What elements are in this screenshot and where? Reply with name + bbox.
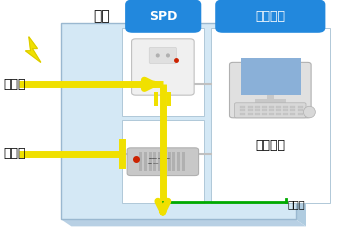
Bar (149, 152, 152, 171)
Bar (122, 28, 204, 116)
FancyBboxPatch shape (215, 0, 325, 33)
Text: 電源線: 電源線 (3, 78, 26, 91)
Bar (240, 113, 245, 115)
Bar (290, 106, 295, 108)
Bar (255, 99, 286, 103)
Bar (248, 109, 253, 111)
FancyBboxPatch shape (127, 148, 199, 176)
Bar (283, 106, 288, 108)
Bar (61, 23, 296, 219)
Bar (262, 106, 267, 108)
Bar (290, 109, 295, 111)
Bar (298, 106, 303, 108)
Bar (168, 152, 171, 171)
Text: 通信機器: 通信機器 (255, 10, 285, 23)
Bar (144, 152, 147, 171)
Bar (290, 113, 295, 115)
Text: ─── ────: ─── ──── (148, 156, 169, 161)
Bar (211, 28, 330, 203)
Bar (276, 109, 281, 111)
Bar (240, 109, 245, 111)
FancyBboxPatch shape (125, 0, 201, 33)
Ellipse shape (166, 53, 170, 58)
Bar (163, 152, 166, 171)
Bar (298, 109, 303, 111)
Bar (269, 109, 274, 111)
Polygon shape (61, 219, 306, 226)
FancyBboxPatch shape (132, 39, 194, 95)
Bar (172, 152, 175, 171)
Bar (255, 113, 260, 115)
Bar (262, 109, 267, 111)
Bar (248, 106, 253, 108)
Bar (182, 152, 185, 171)
Bar (267, 89, 274, 99)
Bar (269, 113, 274, 115)
Bar (177, 152, 180, 171)
Bar (154, 92, 158, 106)
FancyBboxPatch shape (149, 47, 176, 64)
Bar (262, 113, 267, 115)
Bar (241, 58, 301, 95)
Text: ── ──: ── ── (148, 162, 159, 166)
Text: 建物: 建物 (94, 9, 111, 23)
Ellipse shape (156, 53, 160, 58)
Text: SPD: SPD (149, 10, 177, 23)
Text: 通信線: 通信線 (3, 147, 26, 160)
Bar (255, 109, 260, 111)
Bar (158, 152, 161, 171)
FancyBboxPatch shape (230, 62, 311, 118)
Bar (153, 152, 156, 171)
Text: パソコン: パソコン (255, 139, 285, 152)
Bar (283, 109, 288, 111)
Polygon shape (26, 37, 41, 62)
Bar (276, 113, 281, 115)
Bar (240, 106, 245, 108)
Bar (298, 113, 303, 115)
Bar (122, 120, 204, 203)
Bar (276, 106, 281, 108)
Bar (269, 106, 274, 108)
Text: 接地線: 接地線 (287, 199, 305, 210)
Bar (283, 113, 288, 115)
Ellipse shape (304, 106, 316, 118)
Bar (248, 113, 253, 115)
Bar (255, 106, 260, 108)
Bar (167, 92, 171, 106)
Polygon shape (296, 23, 306, 226)
FancyBboxPatch shape (235, 103, 306, 118)
Bar (139, 152, 142, 171)
